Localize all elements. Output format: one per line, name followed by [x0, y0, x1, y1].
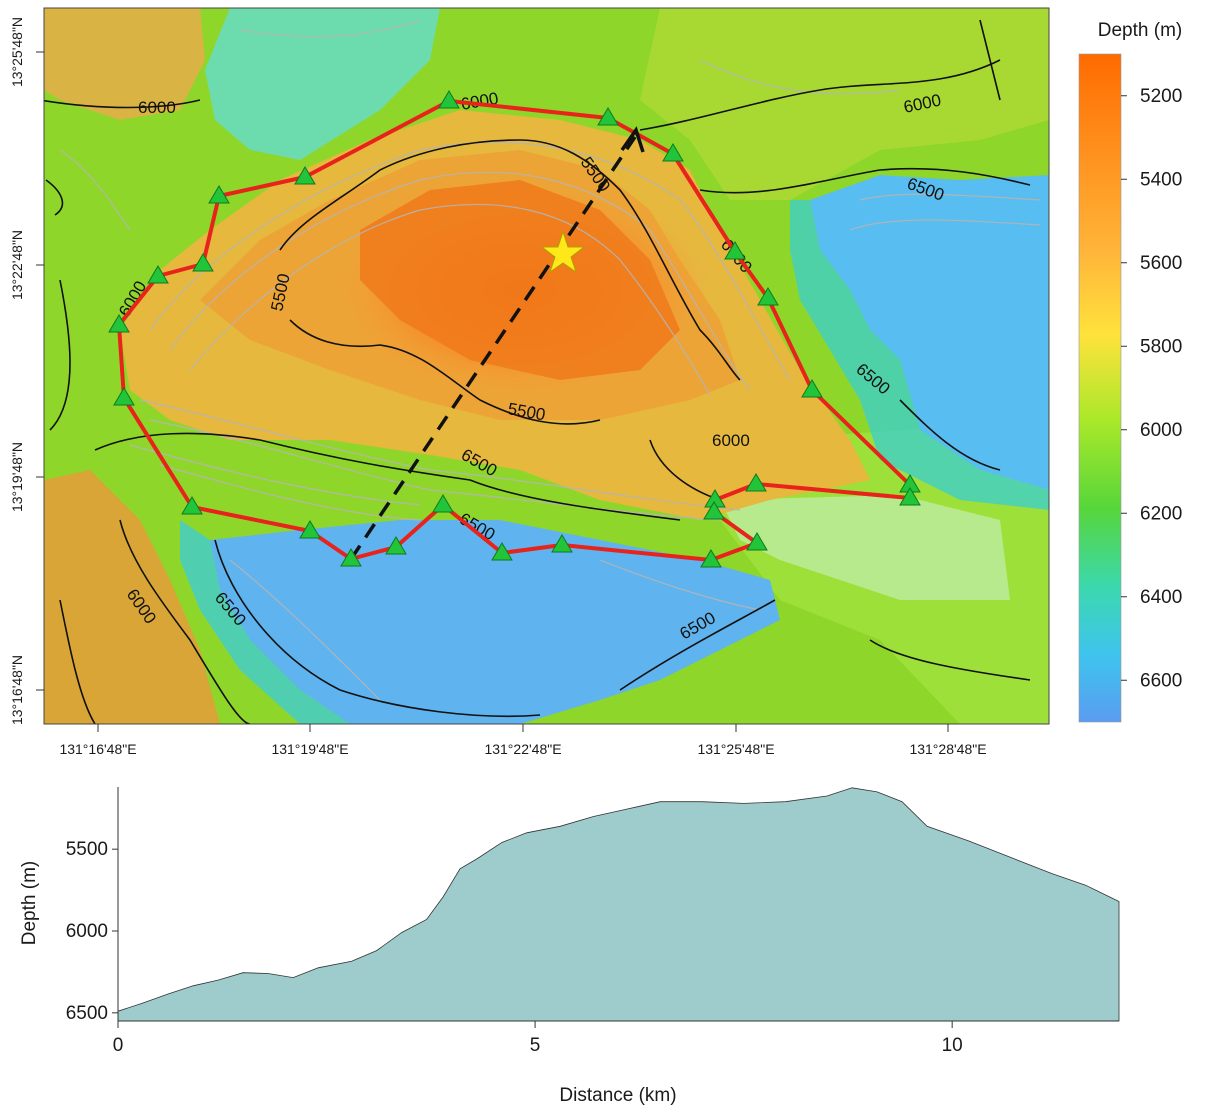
profile-y-title: Depth (m)	[19, 861, 40, 945]
station-triangle-icon	[340, 548, 362, 567]
station-triangle-icon	[294, 166, 316, 185]
colorbar-tick-label: 5400	[1140, 169, 1182, 190]
station-triangle-icon	[746, 532, 768, 551]
station-triangle-icon	[432, 494, 454, 513]
colorbar: Depth (m) 5200 5400 5600 5800 6000 6200 6400 66…	[1078, 20, 1182, 723]
y-tick-label: 6000	[66, 921, 108, 942]
colorbar-tick-label: 5800	[1140, 336, 1182, 357]
station-triangle-icon	[700, 549, 722, 568]
epicenter-star-icon	[540, 230, 586, 274]
station-triangle-icon	[551, 534, 573, 553]
summit-core	[360, 180, 680, 380]
colorbar-tick-label: 6600	[1140, 670, 1182, 691]
lon-tick-label: 131°28'48"E	[909, 741, 986, 757]
colorbar-scale	[1078, 53, 1122, 723]
ne-terrace	[640, 8, 1049, 200]
colorbar-tick-label: 5600	[1140, 253, 1182, 274]
station-triangle-icon	[108, 314, 130, 333]
lon-tick-label: 131°16'48"E	[59, 741, 136, 757]
profile-line	[349, 136, 637, 560]
latitude-axis: 13°25'48"N 13°22'48"N 13°19'48"N 13°16'4…	[9, 17, 44, 725]
colorbar-tick-label: 5200	[1140, 86, 1182, 107]
station-triangle-icon	[192, 253, 214, 272]
contour-label: 6000	[138, 98, 176, 117]
station-triangle-icon	[745, 473, 767, 492]
colorbar-tick-label: 6400	[1140, 587, 1182, 608]
station-triangle-icon	[147, 265, 169, 284]
lat-tick-label: 13°25'48"N	[9, 17, 25, 87]
lon-tick-label: 131°19'48"E	[271, 741, 348, 757]
x-tick-label: 0	[113, 1035, 124, 1056]
station-triangle-icon	[438, 90, 460, 109]
station-triangle-icon	[724, 241, 746, 260]
station-triangle-icon	[899, 487, 921, 506]
colorbar-tick-label: 6000	[1140, 420, 1182, 441]
major-contours	[44, 19, 1031, 724]
station-triangle-icon	[181, 496, 203, 515]
lon-tick-label: 131°22'48"E	[484, 741, 561, 757]
map-frame	[43, 7, 1050, 725]
station-triangle-icon	[491, 542, 513, 561]
nw-teal-area	[205, 8, 440, 160]
colorbar-tick-label: 6200	[1140, 503, 1182, 524]
profile-x-ticks: 0 5 10	[113, 1021, 963, 1056]
east-basin-edge	[790, 200, 1049, 510]
station-triangle-icon	[299, 520, 321, 539]
profile-arrow-icon	[620, 126, 645, 153]
x-tick-label: 5	[530, 1035, 541, 1056]
station-triangle-icon	[801, 379, 823, 398]
station-triangle-icon	[662, 143, 684, 162]
longitude-axis: 131°16'48"E 131°19'48"E 131°22'48"E 131°…	[59, 724, 987, 757]
colorbar-title: Depth (m)	[1098, 20, 1182, 41]
station-triangle-icon	[757, 287, 779, 306]
south-basin-edge	[180, 520, 350, 724]
profile-y-ticks: 5500 6000 6500	[66, 839, 118, 1024]
east-basin	[810, 175, 1049, 490]
lat-tick-label: 13°22'48"N	[9, 230, 25, 300]
depth-profile-chart: 0 5 10 5500 6000 6500 Distance (km) Depth (m…	[19, 787, 1120, 1106]
se-bench	[720, 495, 1010, 600]
colorbar-ticks: 5200 5400 5600 5800 6000 6200 6400 6600	[1121, 86, 1182, 691]
west-ridge	[44, 470, 220, 724]
lat-tick-label: 13°16'48"N	[9, 655, 25, 725]
stations-layer	[108, 90, 921, 568]
station-triangle-icon	[113, 387, 135, 406]
profile-x-title: Distance (km)	[559, 1085, 676, 1106]
bathymetry-map: 6000 6000 6000 6000 6000 6000 6000 5500 …	[44, 8, 1049, 724]
profile-area	[117, 787, 1120, 1022]
station-triangle-icon	[597, 107, 619, 126]
station-triangle-icon	[208, 185, 230, 204]
nw-ridge	[44, 8, 205, 120]
y-tick-label: 6500	[66, 1003, 108, 1024]
station-triangle-icon	[703, 501, 725, 520]
contour-label: 6000	[712, 431, 750, 450]
x-tick-label: 10	[942, 1035, 963, 1056]
lat-tick-label: 13°19'48"N	[9, 442, 25, 512]
lon-tick-label: 131°25'48"E	[697, 741, 774, 757]
minor-contours	[59, 19, 1041, 701]
station-triangle-icon	[385, 536, 407, 555]
y-tick-label: 5500	[66, 839, 108, 860]
